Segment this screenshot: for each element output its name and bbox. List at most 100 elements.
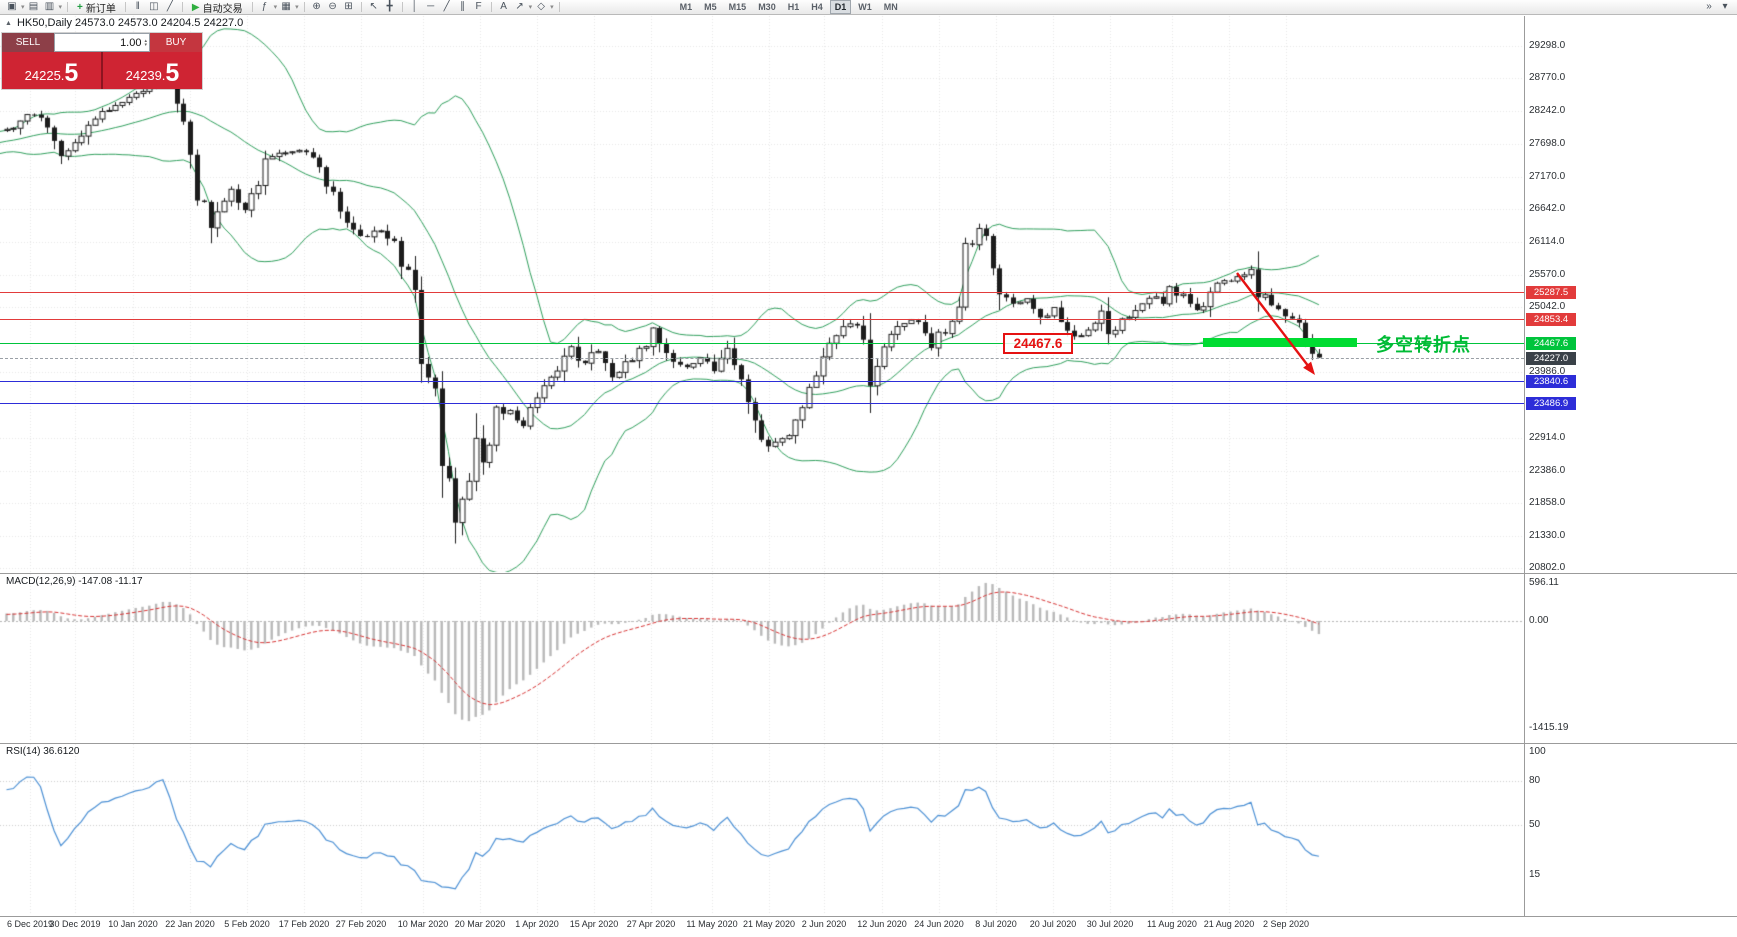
date-label: 11 Aug 2020 (1147, 919, 1197, 929)
price-tag: 24467.6 (1526, 337, 1576, 350)
sell-price[interactable]: 24225. 5 (2, 52, 101, 89)
timeframe-w1[interactable]: W1 (858, 2, 872, 12)
indicators-icon[interactable]: ƒ (261, 1, 268, 12)
date-label: 20 Mar 2020 (454, 919, 506, 929)
dropdown-caret-icon[interactable]: ▾ (550, 4, 554, 11)
dropdown-caret-icon[interactable]: ▾ (295, 4, 299, 11)
toolbar-overflow-icon[interactable]: » (1706, 1, 1712, 12)
arrow-object-icon[interactable]: ↗ (515, 1, 524, 12)
cursor-icon[interactable]: ↖ (369, 1, 378, 12)
date-label: 15 Apr 2020 (569, 919, 619, 929)
horizontal-line-icon[interactable]: ─ (427, 1, 435, 12)
timeframe-toolbar: M1 M5 M15 M30 H1 H4 D1 W1 MN (674, 0, 904, 14)
toolbar-separator (67, 2, 69, 12)
bar-chart-icon[interactable]: ‖ (135, 1, 140, 12)
price-level-line-23486.9[interactable] (0, 403, 1524, 404)
panel-separator[interactable] (0, 743, 1737, 744)
zoom-in-icon[interactable]: ⊕ (312, 1, 321, 12)
vertical-line-icon[interactable]: │ (411, 1, 418, 12)
one-click-trading-panel: SELL 1.00 ▴ ▾ BUY 24225. 5 24239. 5 (2, 33, 202, 89)
text-label-icon[interactable]: A (500, 1, 507, 12)
toolbar-separator (558, 2, 560, 12)
y-axis-label: 28242.0 (1529, 104, 1566, 116)
y-axis-label: 20802.0 (1529, 562, 1566, 573)
date-label: 21 May 2020 (742, 919, 796, 929)
sell-button[interactable]: SELL (2, 33, 54, 52)
price-level-line-24853.4[interactable] (0, 319, 1524, 320)
volume-value: 1.00 (120, 36, 142, 49)
toolbar-separator (251, 2, 253, 12)
price-level-line-23840.6[interactable] (0, 381, 1524, 382)
buy-price[interactable]: 24239. 5 (103, 52, 202, 89)
date-label: 27 Feb 2020 (335, 919, 387, 929)
rsi-axis-label: 15 (1529, 869, 1541, 881)
panel-separator[interactable] (0, 573, 1737, 574)
one-click-collapse-icon[interactable]: ▲ (5, 19, 12, 27)
zoom-out-icon[interactable]: ⊖ (328, 1, 337, 12)
date-label: 8 Jul 2020 (975, 919, 1017, 929)
timeframe-m1[interactable]: M1 (679, 2, 693, 12)
price-tag: 23840.6 (1526, 375, 1576, 388)
toolbar-tools: ▣ ▾ ▤ ▥ ▾ + 新订单 ‖ ◫ ╱ ▶ 自动交易 ƒ ▾ ▦ ▾ ⊕ ⊖ ⊞ ↖ ╋ │ ─ ╱ ∥ F A ↗ ▾ ◇ ▾ (4, 0, 564, 15)
new-order-button[interactable]: + 新订单 (72, 1, 121, 15)
candlestick-chart-icon[interactable]: ◫ (149, 1, 159, 12)
y-axis-label: 23986.0 (1529, 366, 1566, 378)
tile-windows-icon[interactable]: ⊞ (344, 1, 353, 12)
toolbar-separator (401, 2, 403, 12)
equidistant-channel-icon[interactable]: ∥ (460, 1, 466, 12)
toolbar: ▣ ▾ ▤ ▥ ▾ + 新订单 ‖ ◫ ╱ ▶ 自动交易 ƒ ▾ ▦ ▾ ⊕ ⊖ ⊞ ↖ ╋ │ ─ ╱ ∥ F A ↗ ▾ ◇ ▾ M1 M… (0, 0, 1737, 15)
price-level-line-25287.5[interactable] (0, 292, 1524, 293)
panel-separator (0, 916, 1737, 917)
line-chart-icon[interactable]: ╱ (166, 1, 173, 12)
date-label: 11 May 2020 (686, 919, 738, 929)
y-axis-label: 25570.0 (1529, 269, 1566, 281)
autotrade-button[interactable]: ▶ 自动交易 (187, 1, 248, 15)
dropdown-caret-icon[interactable]: ▾ (273, 4, 278, 11)
trendline-icon[interactable]: ╱ (443, 1, 450, 12)
spinner-up-icon[interactable]: ▴ (144, 37, 147, 44)
timeframe-m5[interactable]: M5 (704, 2, 717, 12)
turning-point-label[interactable]: 多空转折点 (1376, 335, 1471, 355)
price-level-line-24467.6[interactable] (0, 343, 1524, 344)
buy-button[interactable]: BUY (150, 33, 202, 52)
timeframe-h1[interactable]: H1 (787, 2, 800, 12)
timeframe-mn[interactable]: MN (883, 2, 898, 12)
support-zone-highlight[interactable] (1203, 338, 1357, 347)
timeframe-m30[interactable]: M30 (758, 2, 776, 12)
price-tag: 23486.9 (1526, 397, 1576, 410)
macd-axis-label: -1415.19 (1529, 722, 1569, 733)
timeframe-h4[interactable]: H4 (811, 2, 823, 12)
price-divider (101, 52, 103, 89)
rsi-label: RSI(14) 36.6120 (6, 746, 80, 757)
profiles-icon[interactable]: ▥ (44, 1, 55, 12)
buy-price-main: 24239. (125, 68, 166, 83)
toolbar-customize-icon[interactable]: ▾ (1722, 1, 1728, 12)
dropdown-caret-icon[interactable]: ▾ (528, 4, 533, 11)
date-label: 21 Aug 2020 (1203, 919, 1255, 929)
toolbar-right: » ▾ (1701, 0, 1733, 14)
price-level-line-24227.0[interactable] (0, 358, 1524, 359)
macd-label: MACD(12,26,9) -147.08 -11.17 (6, 576, 143, 587)
date-label: 5 Feb 2020 (224, 919, 270, 929)
autotrade-icon: ▶ (191, 1, 200, 13)
crosshair-icon[interactable]: ╋ (386, 1, 393, 12)
date-label: 30 Jul 2020 (1086, 919, 1134, 929)
new-chart-icon[interactable]: ▣ (7, 1, 17, 12)
shapes-icon[interactable]: ◇ (537, 1, 545, 12)
timeframe-d1[interactable]: D1 (829, 0, 852, 14)
dropdown-caret-icon[interactable]: ▾ (21, 4, 25, 11)
volume-spinner[interactable]: ▴ ▾ (144, 37, 147, 48)
volume-input[interactable]: 1.00 ▴ ▾ (54, 33, 150, 52)
chart-window-icon[interactable]: ▤ (28, 1, 39, 12)
buy-price-big-digit: 5 (165, 59, 180, 87)
templates-icon[interactable]: ▦ (281, 1, 291, 12)
dropdown-caret-icon[interactable]: ▾ (58, 4, 63, 11)
spinner-down-icon[interactable]: ▾ (144, 41, 147, 48)
timeframe-m15[interactable]: M15 (728, 2, 747, 12)
y-axis-label: 26114.0 (1529, 235, 1565, 247)
trade-panel-prices: 24225. 5 24239. 5 (2, 52, 202, 89)
sell-price-main: 24225. (24, 68, 65, 83)
fibonacci-icon[interactable]: F (475, 1, 482, 12)
level-price-box[interactable]: 24467.6 (1003, 333, 1073, 354)
